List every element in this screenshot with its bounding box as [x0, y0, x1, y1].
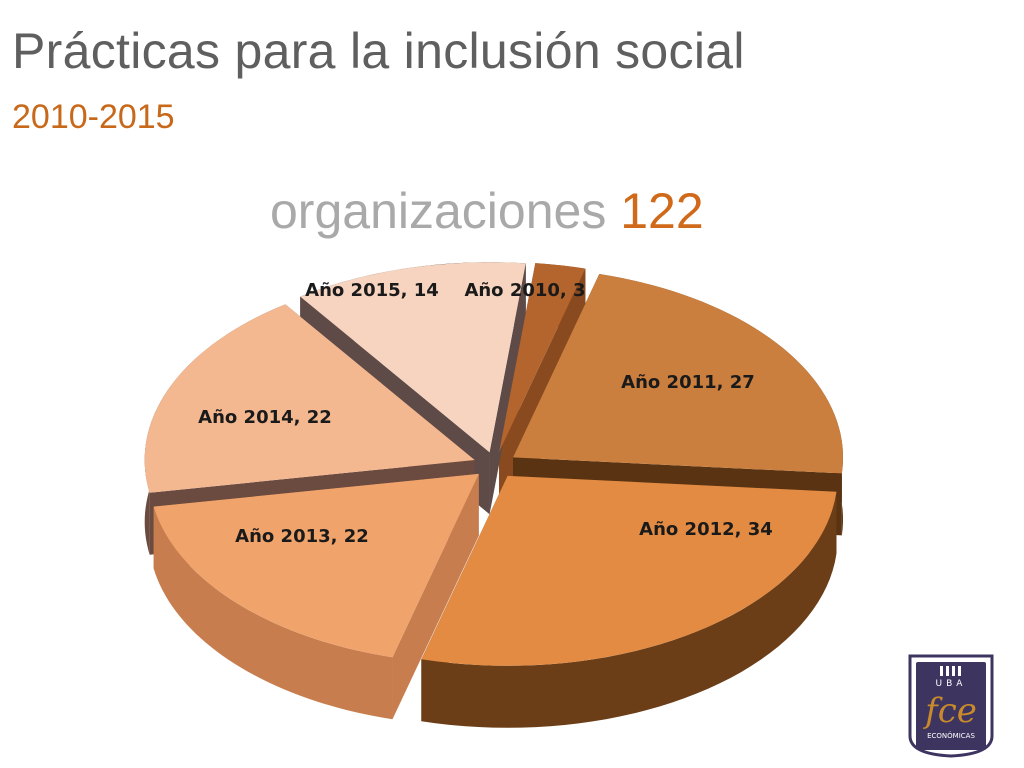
total-label: organizaciones [270, 183, 607, 239]
slice-label-ano-2012: Año 2012, 34 [639, 519, 773, 540]
logo-bottom-text: ECONÓMICAS [927, 731, 975, 740]
logo-top-text: UBA [936, 679, 967, 689]
fce-uba-logo: UBA fce ECONÓMICAS [908, 654, 994, 758]
total-organizations: organizaciones 122 [270, 182, 704, 240]
slice-label-ano-2010: Año 2010, 3 [464, 280, 585, 301]
slide-subtitle: 2010-2015 [12, 98, 175, 136]
pie-slice-ano-2014 [144, 304, 475, 493]
pie-slice-ano-2012 [421, 475, 837, 666]
pie-slice-ano-2013 [153, 473, 479, 658]
slice-label-ano-2014: Año 2014, 22 [198, 407, 332, 428]
pie-slice-ano-2011 [513, 274, 844, 474]
slide-title: Prácticas para la inclusión social [12, 23, 745, 79]
logo-main-text: fce [922, 691, 977, 731]
pie-wall-ano-2013 [153, 506, 393, 720]
slice-label-ano-2011: Año 2011, 27 [621, 372, 755, 393]
slice-label-ano-2013: Año 2013, 22 [235, 526, 369, 547]
pie-slice-ano-2010 [499, 263, 586, 453]
slice-label-ano-2015: Año 2015, 14 [305, 280, 439, 301]
total-value: 122 [620, 183, 704, 239]
pie-face-ano-2015-1 [489, 263, 526, 515]
pie-slice-ano-2015 [300, 262, 526, 453]
pie-wall-ano-2012 [421, 491, 837, 728]
